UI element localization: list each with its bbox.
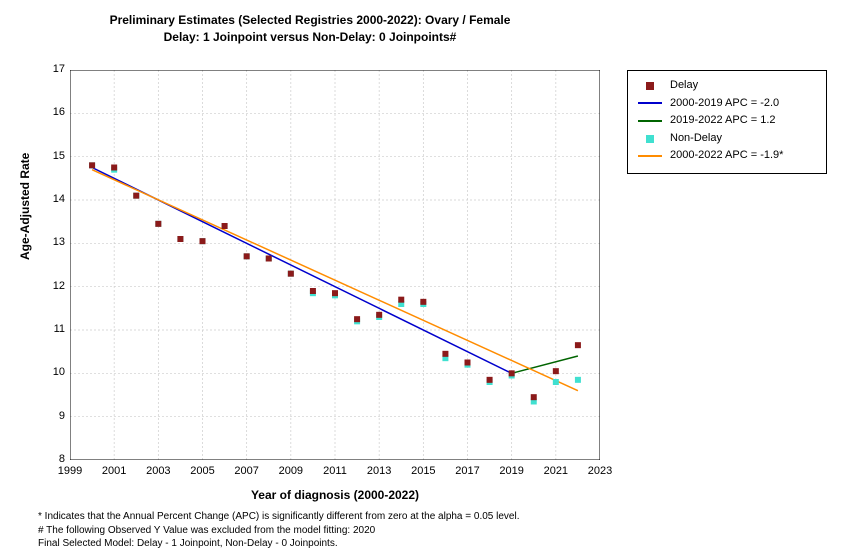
chart-legend: Delay2000-2019 APC = -2.02019-2022 APC =… (627, 70, 827, 174)
x-tick-label: 1999 (50, 465, 90, 477)
x-tick-label: 2017 (448, 465, 488, 477)
x-tick-label: 2005 (183, 465, 223, 477)
legend-item: 2000-2022 APC = -1.9* (638, 147, 816, 165)
y-tick-label: 8 (35, 453, 65, 465)
legend-item: 2000-2019 APC = -2.0 (638, 95, 816, 113)
square-marker-icon (638, 134, 662, 144)
y-tick-label: 17 (35, 63, 65, 75)
legend-item: Delay (638, 77, 816, 95)
line-icon (638, 98, 662, 108)
legend-label: Delay (670, 77, 698, 95)
y-tick-label: 15 (35, 150, 65, 162)
x-tick-label: 2009 (271, 465, 311, 477)
x-tick-label: 2019 (492, 465, 532, 477)
square-marker-icon (638, 81, 662, 91)
chart-title-line2: Delay: 1 Joinpoint versus Non-Delay: 0 J… (0, 29, 620, 46)
line-icon (638, 116, 662, 126)
x-tick-label: 2013 (359, 465, 399, 477)
x-tick-label: 2015 (403, 465, 443, 477)
legend-label: 2000-2019 APC = -2.0 (670, 95, 779, 113)
x-tick-label: 2021 (536, 465, 576, 477)
x-tick-label: 2001 (94, 465, 134, 477)
chart-svg (70, 70, 600, 460)
legend-label: 2000-2022 APC = -1.9* (670, 147, 783, 165)
footnote-line: # The following Observed Y Value was exc… (38, 524, 519, 538)
legend-item: Non-Delay (638, 130, 816, 148)
chart-plot-area: 8910111213141516171999200120032005200720… (70, 70, 600, 460)
y-tick-label: 16 (35, 106, 65, 118)
y-tick-label: 9 (35, 410, 65, 422)
y-tick-label: 10 (35, 366, 65, 378)
chart-title-line1: Preliminary Estimates (Selected Registri… (0, 12, 620, 29)
chart-footnotes: * Indicates that the Annual Percent Chan… (38, 510, 519, 551)
legend-item: 2019-2022 APC = 1.2 (638, 112, 816, 130)
x-axis-label: Year of diagnosis (2000-2022) (70, 488, 600, 502)
x-tick-label: 2007 (227, 465, 267, 477)
x-tick-label: 2003 (138, 465, 178, 477)
chart-title: Preliminary Estimates (Selected Registri… (0, 12, 620, 46)
y-axis-label: Age-Adjusted Rate (18, 153, 32, 260)
y-tick-label: 11 (35, 323, 65, 335)
y-tick-label: 14 (35, 193, 65, 205)
legend-label: 2019-2022 APC = 1.2 (670, 112, 776, 130)
legend-label: Non-Delay (670, 130, 722, 148)
y-tick-label: 12 (35, 280, 65, 292)
line-icon (638, 151, 662, 161)
footnote-line: Final Selected Model: Delay - 1 Joinpoin… (38, 537, 519, 551)
x-tick-label: 2023 (580, 465, 620, 477)
y-tick-label: 13 (35, 236, 65, 248)
x-tick-label: 2011 (315, 465, 355, 477)
footnote-line: * Indicates that the Annual Percent Chan… (38, 510, 519, 524)
